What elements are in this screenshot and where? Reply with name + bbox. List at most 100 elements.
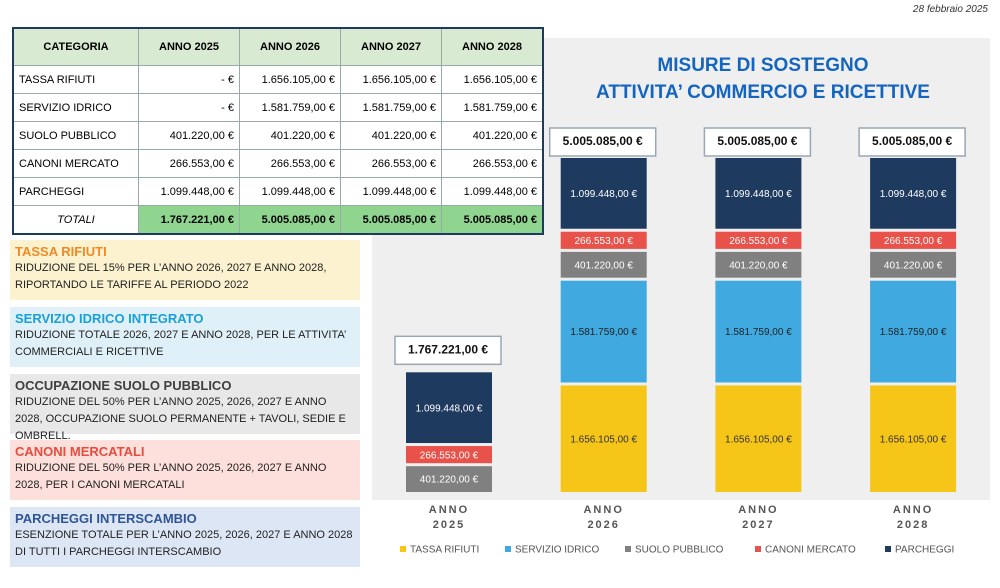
bar-segment [560, 231, 647, 249]
total-label: 5.005.085,00 € [872, 134, 952, 148]
total-box [858, 127, 966, 157]
cell: 266.553,00 € [340, 149, 442, 178]
value-label: 401.220,00 € [575, 260, 634, 271]
value-label: 1.656.105,00 € [725, 434, 792, 445]
note-box: PARCHEGGI INTERSCAMBIO ESENZIONE TOTALE P… [10, 507, 360, 567]
chart-subtitle: ATTIVITA’ COMMERCIO E RICETTIVE [596, 82, 930, 103]
header-row: CATEGORIA ANNO 2025 ANNO 2026 ANNO 2027 ANNO… [12, 27, 544, 66]
legend-label: CANONI MERCATO [765, 545, 856, 556]
note-text: RIDUZIONE DEL 50% PER L’ANNO 2025, 2026,… [15, 462, 327, 491]
value-label: 266.553,00 € [884, 236, 943, 247]
cell: 266.553,00 € [239, 149, 341, 178]
legend-label: SUOLO PUBBLICO [635, 545, 724, 556]
value-label: 266.553,00 € [420, 450, 479, 461]
row: SUOLO PUBBLICO 401.220,00 €401.220,00 €40… [12, 121, 544, 150]
note-box: TASSA RIFIUTI RIDUZIONE DEL 15% PER L’ANN… [10, 240, 360, 300]
totals-row: TOTALI 1.767.221,00 €5.005.085,00 €5.005.… [12, 205, 544, 235]
cell: 1.099.448,00 € [441, 177, 544, 206]
total-cell: 5.005.085,00 € [239, 205, 341, 235]
cell: 1.656.105,00 € [340, 65, 442, 94]
cell: 266.553,00 € [138, 149, 240, 178]
total-cell: TOTALI [12, 205, 139, 235]
legend-label: PARCHEGGI [895, 545, 954, 556]
bar-segment [870, 280, 957, 383]
legend-swatch [400, 546, 406, 552]
value-label: 1.656.105,00 € [570, 434, 637, 445]
bar-segment [406, 372, 492, 444]
legend-swatch [505, 546, 511, 552]
total-cell: 5.005.085,00 € [340, 205, 442, 235]
value-label: 1.099.448,00 € [570, 189, 637, 200]
value-label: 266.553,00 € [729, 236, 788, 247]
x-tick-label: ANNO 2025 [428, 504, 470, 531]
cell: 1.656.105,00 € [239, 65, 341, 94]
header-cell: ANNO 2027 [340, 27, 442, 66]
cell: - € [138, 93, 240, 122]
value-label: 266.553,00 € [575, 236, 634, 247]
x-tick-label: ANNO 2028 [892, 504, 934, 531]
bar-segment [406, 446, 492, 464]
bar-segment [870, 385, 957, 492]
note-box: CANONI MERCATALI RIDUZIONE DEL 50% PER L’… [10, 440, 360, 500]
note-text: RIDUZIONE DEL 50% PER L’ANNO 2025, 2026,… [15, 396, 346, 442]
bar-segment [715, 158, 802, 229]
bar-segment [870, 158, 957, 229]
row: PARCHEGGI 1.099.448,00 €1.099.448,00 €1.0… [12, 177, 544, 206]
cell: 1.581.759,00 € [441, 93, 544, 122]
total-label: 5.005.085,00 € [717, 134, 797, 148]
note-title: TASSA RIFIUTI [15, 244, 107, 259]
legend-label: SERVIZIO IDRICO [515, 545, 599, 556]
cell: - € [138, 65, 240, 94]
value-label: 401.220,00 € [884, 260, 943, 271]
bar-segment [715, 385, 802, 492]
note-text: ESENZIONE TOTALE PER L’ANNO 2025, 2026, … [15, 529, 353, 558]
note-title: OCCUPAZIONE SUOLO PUBBLICO [15, 378, 232, 393]
bar-segment [870, 231, 957, 249]
total-cell: 1.767.221,00 € [138, 205, 240, 235]
header-cell: ANNO 2026 [239, 27, 341, 66]
value-label: 1.581.759,00 € [570, 327, 637, 338]
bar-segment [715, 280, 802, 383]
cell: SERVIZIO IDRICO [12, 93, 139, 122]
legend-swatch [625, 546, 631, 552]
row: TASSA RIFIUTI - €1.656.105,00 €1.656.105,… [12, 65, 544, 94]
note-title: SERVIZIO IDRICO INTEGRATO [15, 311, 204, 326]
value-label: 1.581.759,00 € [725, 327, 792, 338]
cell: 1.581.759,00 € [239, 93, 341, 122]
cell: TASSA RIFIUTI [12, 65, 139, 94]
table: CATEGORIA ANNO 2025 ANNO 2026 ANNO 2027 ANNO… [12, 27, 544, 235]
note-title: PARCHEGGI INTERSCAMBIO [15, 511, 197, 526]
total-box [394, 335, 502, 366]
cell: 401.220,00 € [441, 121, 544, 150]
total-box [703, 127, 812, 157]
cell: 1.099.448,00 € [239, 177, 341, 206]
note-box: SERVIZIO IDRICO INTEGRATO RIDUZIONE TOTAL… [10, 307, 360, 367]
bar-segment [560, 251, 647, 278]
header-cell: ANNO 2028 [441, 27, 544, 66]
date: 28 febbraio 2025 [912, 4, 988, 15]
bar-segment [715, 251, 802, 278]
total-label: 5.005.085,00 € [563, 134, 643, 148]
cell: 401.220,00 € [239, 121, 341, 150]
value-label: 1.656.105,00 € [880, 434, 947, 445]
bar-segment [715, 231, 802, 249]
value-label: 1.099.448,00 € [880, 189, 947, 200]
bar-segment [406, 466, 492, 492]
header-cell: CATEGORIA [12, 27, 139, 66]
bar-segment [560, 158, 647, 229]
value-label: 401.220,00 € [420, 475, 479, 486]
value-label: 1.099.448,00 € [416, 403, 483, 414]
cell: CANONI MERCATO [12, 149, 139, 178]
cell: 1.099.448,00 € [138, 177, 240, 206]
note-text: RIDUZIONE TOTALE 2026, 2027 E ANNO 2028,… [15, 329, 346, 358]
row: SERVIZIO IDRICO - €1.581.759,00 €1.581.75… [12, 93, 544, 122]
legend-swatch [755, 546, 761, 552]
total-label: 1.767.221,00 € [408, 342, 488, 356]
x-tick-label: ANNO 2027 [738, 504, 779, 531]
header-cell: ANNO 2025 [138, 27, 240, 66]
bar-segment [870, 251, 957, 278]
value-label: 401.220,00 € [729, 260, 788, 271]
note-text: RIDUZIONE DEL 15% PER L’ANNO 2026, 2027 … [15, 262, 327, 291]
value-label: 1.099.448,00 € [725, 189, 792, 200]
